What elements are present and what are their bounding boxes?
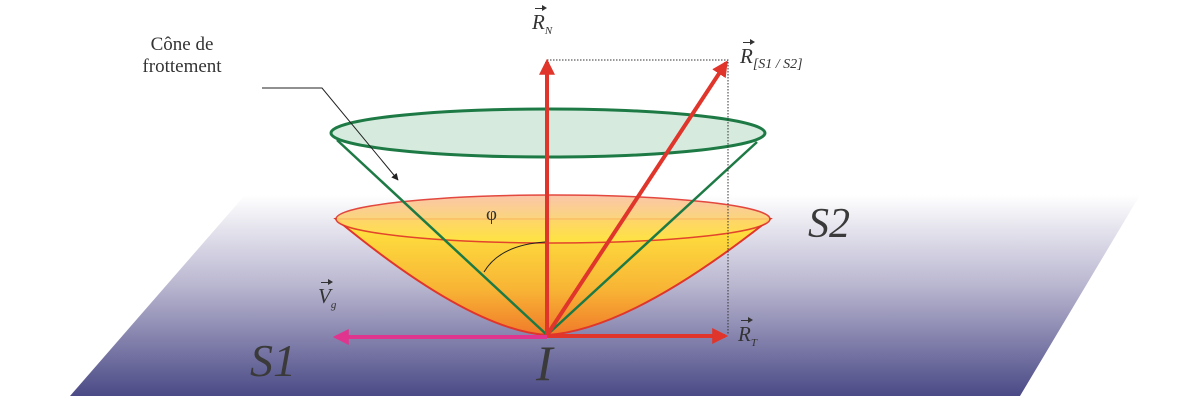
velocity-label: Vg	[318, 279, 337, 312]
normal-force-label: RN	[532, 5, 553, 38]
normal-force-symbol: R	[532, 5, 547, 34]
tangential-symbol: R	[738, 317, 753, 346]
resultant-force-label: R[S1 / S2]	[740, 39, 803, 73]
resultant-subscript: [S1 / S2]	[752, 57, 803, 73]
solid-s1-label: S1	[250, 335, 296, 386]
angle-arc	[483, 241, 546, 273]
normal-force-subscript: N	[544, 25, 553, 38]
cone-edge-right	[546, 141, 758, 336]
contact-point-label: I	[536, 335, 553, 391]
cone-label: Cône de frottement	[112, 34, 252, 78]
tangential-subscript: T	[750, 337, 757, 350]
velocity-subscript: g	[330, 299, 337, 312]
cone-edge-left	[336, 139, 548, 336]
velocity-symbol: V	[318, 279, 333, 308]
solid-s2-label: S2	[808, 201, 850, 247]
cone-label-line1: Cône de	[150, 34, 214, 55]
resultant-force-arrow	[545, 60, 728, 337]
bowl-rim	[335, 194, 771, 244]
resultant-symbol: R	[740, 39, 755, 68]
cone-leader-line	[262, 87, 399, 181]
projection-dotted-lines	[547, 59, 729, 335]
tangential-force-label: RT	[738, 317, 757, 350]
angle-phi-label: φ	[486, 204, 497, 225]
cone-label-line2: frottement	[142, 56, 222, 77]
